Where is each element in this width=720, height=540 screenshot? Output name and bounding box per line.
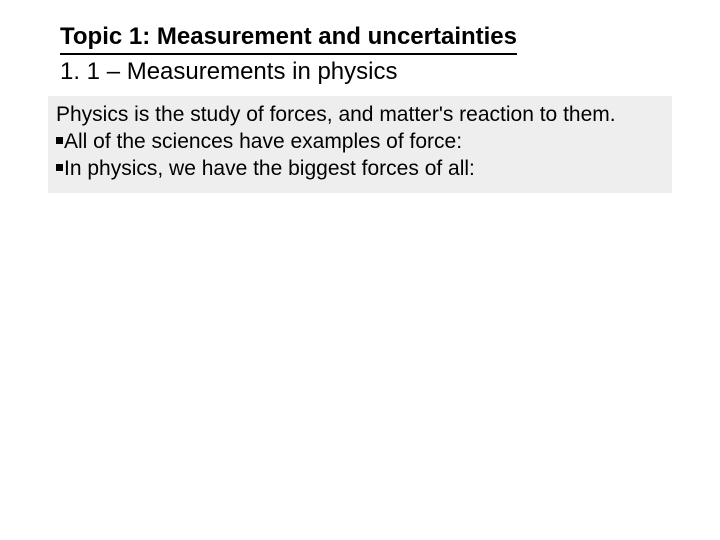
bullet-icon — [56, 164, 63, 171]
bullet-text-2: In physics, we have the biggest forces o… — [64, 157, 475, 180]
slide: Topic 1: Measurement and uncertainties 1… — [0, 0, 720, 540]
bullet-text-1: All of the sciences have examples of for… — [64, 130, 462, 153]
bullet-item-2: In physics, we have the biggest forces o… — [56, 156, 664, 183]
slide-title: Topic 1: Measurement and uncertainties — [60, 22, 517, 55]
content-box: Physics is the study of forces, and matt… — [48, 96, 672, 193]
bullet-item-1: All of the sciences have examples of for… — [56, 129, 664, 156]
slide-header: Topic 1: Measurement and uncertainties 1… — [60, 22, 660, 87]
bullet-icon — [56, 137, 63, 144]
slide-subtitle: 1. 1 – Measurements in physics — [60, 57, 660, 87]
intro-text: Physics is the study of forces, and matt… — [56, 102, 664, 129]
